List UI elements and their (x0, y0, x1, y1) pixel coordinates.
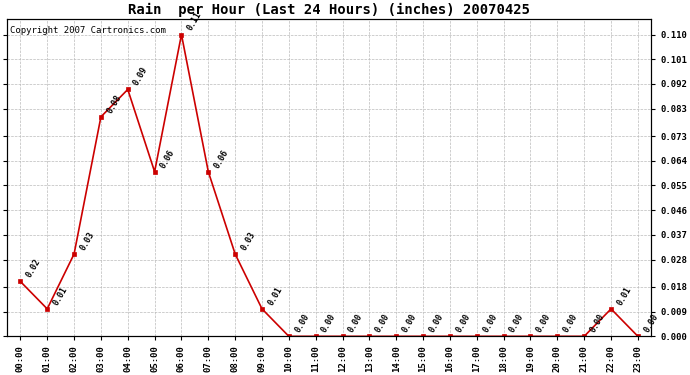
Title: Rain  per Hour (Last 24 Hours) (inches) 20070425: Rain per Hour (Last 24 Hours) (inches) 2… (128, 3, 530, 17)
Text: 0.00: 0.00 (535, 312, 553, 334)
Text: 0.11: 0.11 (186, 10, 204, 32)
Text: 0.01: 0.01 (266, 285, 284, 307)
Text: 0.00: 0.00 (346, 312, 364, 334)
Text: 0.00: 0.00 (320, 312, 337, 334)
Text: 0.00: 0.00 (562, 312, 580, 334)
Text: 0.00: 0.00 (400, 312, 418, 334)
Text: 0.00: 0.00 (589, 312, 606, 334)
Text: 0.03: 0.03 (78, 230, 96, 252)
Text: 0.00: 0.00 (508, 312, 526, 334)
Text: 0.08: 0.08 (105, 93, 123, 115)
Text: 0.06: 0.06 (213, 148, 230, 170)
Text: 0.00: 0.00 (481, 312, 499, 334)
Text: 0.01: 0.01 (615, 285, 633, 307)
Text: 0.00: 0.00 (427, 312, 445, 334)
Text: 0.06: 0.06 (159, 148, 177, 170)
Text: 0.03: 0.03 (239, 230, 257, 252)
Text: Copyright 2007 Cartronics.com: Copyright 2007 Cartronics.com (10, 26, 166, 35)
Text: 0.00: 0.00 (454, 312, 472, 334)
Text: 0.02: 0.02 (25, 258, 42, 279)
Text: 0.00: 0.00 (293, 312, 310, 334)
Text: 0.01: 0.01 (51, 285, 69, 307)
Text: 0.00: 0.00 (373, 312, 391, 334)
Text: 0.00: 0.00 (642, 312, 660, 334)
Text: 0.09: 0.09 (132, 66, 150, 87)
